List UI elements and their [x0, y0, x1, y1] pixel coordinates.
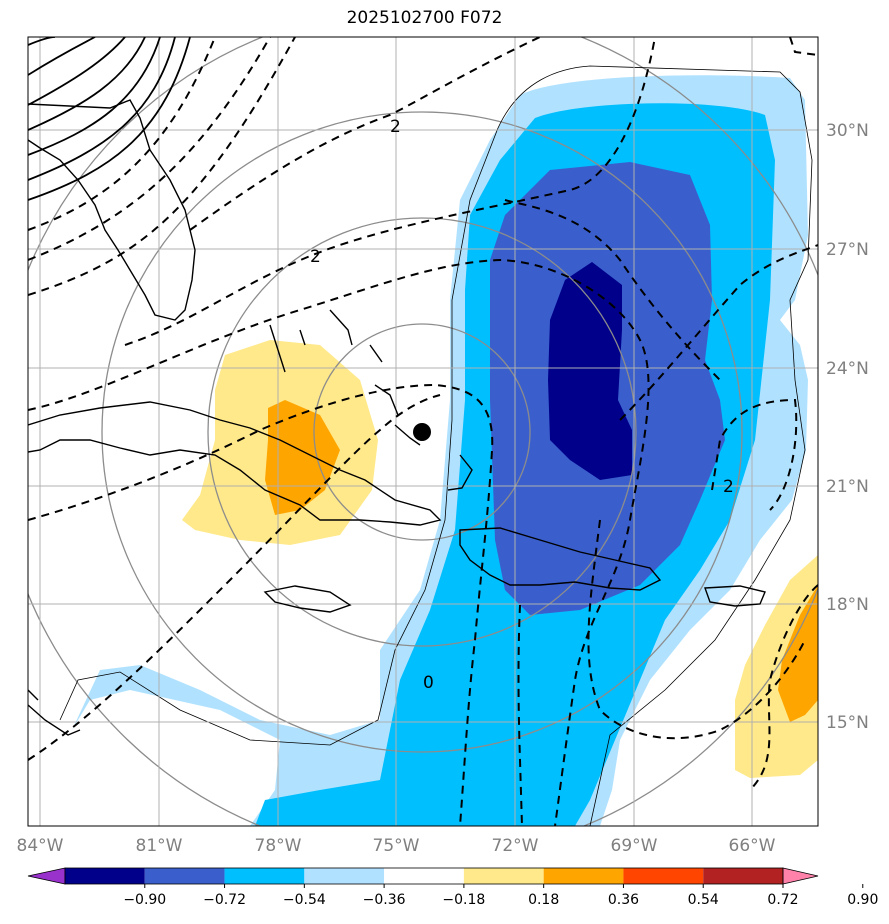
coast-puerto-rico: [704, 585, 766, 607]
coast-florida: [28, 99, 196, 321]
shading-orange-east: [778, 585, 818, 722]
solid-contours: [28, 37, 191, 201]
x-tick-label: 69°W: [611, 836, 658, 856]
x-tick-label: 84°W: [17, 836, 64, 856]
colorbar-extend-high: [782, 867, 819, 885]
coast-cuba: [28, 401, 442, 526]
x-tick-label: 81°W: [136, 836, 183, 856]
grid: [28, 37, 818, 826]
contour-label-north: 2: [390, 117, 401, 137]
colorbar-segment: [623, 868, 704, 884]
y-tick-label: 24°N: [826, 359, 869, 379]
dashed-contours: [28, 37, 818, 826]
coastlines: [28, 99, 766, 736]
contour-label-west: 2: [310, 247, 321, 267]
y-tick-label: 30°N: [826, 121, 869, 141]
map-title: 2025102700 F072: [346, 8, 503, 28]
range-ring-3: [101, 111, 743, 753]
colorbar: −0.90 −0.72 −0.54 −0.36 −0.18 0.18 0.36 0.54 0.7…: [27, 867, 878, 908]
colorbar-tick-label: −0.18: [442, 892, 485, 908]
colorbar-segment: [65, 868, 145, 884]
colorbar-segment: [384, 868, 464, 884]
colorbar-tick-label: 0.54: [688, 892, 719, 908]
colorbar-segment: [463, 868, 544, 884]
colorbar-segment: [304, 868, 385, 884]
colorbar-tick-label: −0.72: [203, 892, 246, 908]
colorbar-tick-label: −0.54: [283, 892, 326, 908]
coast-hispaniola: [459, 527, 662, 591]
range-ring-2: [207, 217, 637, 647]
y-tick-label: 15°N: [826, 713, 869, 733]
plot-frame: [27, 36, 819, 827]
colorbar-tick-label: −0.90: [123, 892, 166, 908]
range-ring-1: [313, 323, 531, 541]
contour-label-east: 2: [723, 477, 734, 497]
y-tick-label: 27°N: [826, 240, 869, 260]
colorbar-tick-label: 0.18: [528, 892, 559, 908]
colorbar-tick-label: −0.36: [363, 892, 406, 908]
thin-outline-contour: [497, 65, 813, 826]
colorbar-extend-low: [27, 867, 66, 885]
colorbar-segment: [703, 868, 783, 884]
x-tick-label: 78°W: [255, 836, 302, 856]
y-tick-label: 18°N: [826, 595, 869, 615]
x-tick-label: 66°W: [729, 836, 776, 856]
colorbar-tick-label: 0.72: [767, 892, 798, 908]
storm-center-marker: [413, 423, 431, 441]
coast-bahamas: [269, 309, 473, 491]
x-tick-label: 75°W: [373, 836, 420, 856]
y-tick-label: 21°N: [826, 477, 869, 497]
contour-label-south: 0: [423, 673, 434, 693]
coast-south-america: [28, 689, 81, 736]
colorbar-segment: [543, 868, 624, 884]
colorbar-tick-label: 0.36: [608, 892, 639, 908]
colorbar-segment: [144, 868, 225, 884]
colorbar-tick-label: 0.90: [847, 892, 878, 908]
shading-navy: [548, 262, 632, 480]
colorbar-segment: [224, 868, 305, 884]
coast-jamaica: [263, 585, 352, 613]
x-tick-label: 72°W: [492, 836, 539, 856]
